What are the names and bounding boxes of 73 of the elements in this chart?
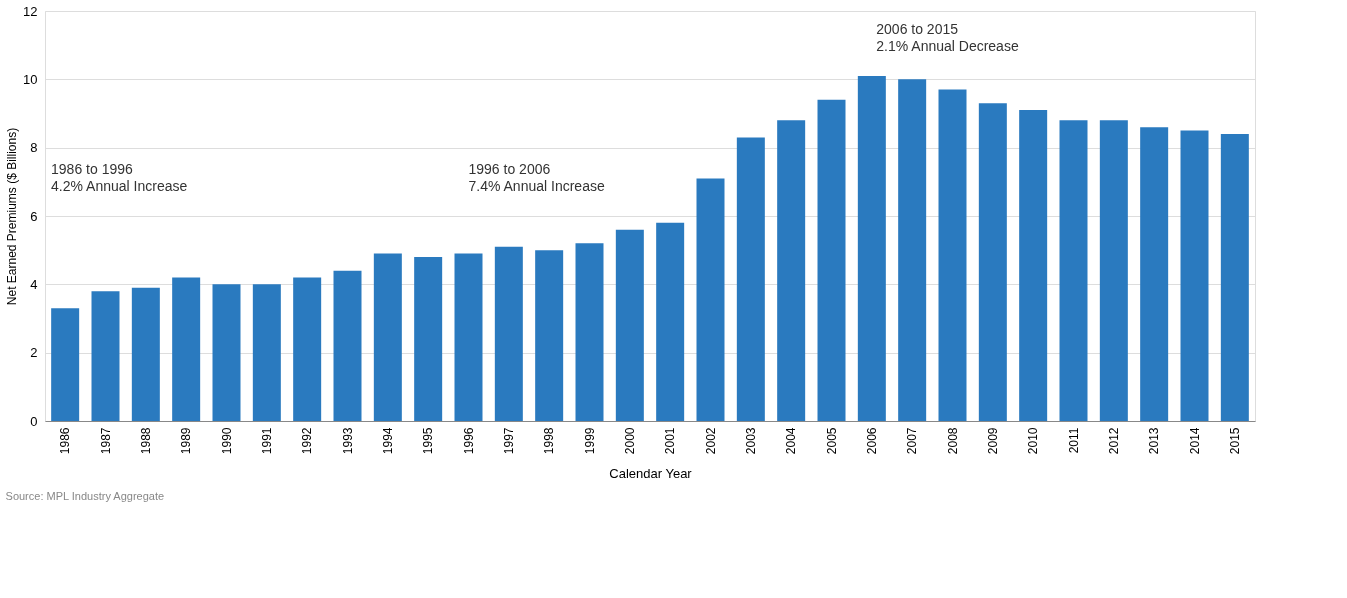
bar — [494, 246, 523, 421]
bar — [898, 79, 927, 421]
x-tick-label: 1994 — [380, 427, 395, 455]
x-tick-label: 1991 — [259, 427, 274, 455]
x-tick-label: 1998 — [542, 427, 557, 455]
bar — [777, 120, 806, 421]
x-tick-label: 1988 — [138, 427, 153, 455]
x-tick-label: 1990 — [219, 427, 234, 455]
bar — [938, 89, 967, 421]
x-tick-label: 1999 — [582, 427, 597, 455]
bar — [51, 308, 80, 421]
bar — [1059, 120, 1088, 421]
annotation: 1996 to 2006 7.4% Annual Increase — [468, 160, 605, 194]
bar — [91, 291, 120, 421]
x-tick-label: 1993 — [340, 427, 355, 455]
y-tick-label: 0 — [30, 413, 38, 429]
x-tick-label: 2003 — [743, 427, 758, 455]
x-tick-label: 2012 — [1106, 427, 1121, 455]
x-tick-label: 1989 — [179, 427, 194, 455]
bar — [736, 137, 765, 421]
bar — [454, 253, 483, 421]
x-tick-label: 1992 — [300, 427, 315, 455]
bar — [656, 222, 685, 421]
y-tick-label: 6 — [30, 208, 38, 224]
bar — [414, 257, 443, 421]
bar — [857, 75, 886, 421]
bar — [615, 229, 644, 421]
y-tick-label: 8 — [30, 140, 38, 156]
x-tick-label: 2001 — [663, 427, 678, 455]
x-tick-label: 2004 — [784, 427, 799, 455]
x-tick-label: 2009 — [985, 427, 1000, 455]
bar — [293, 277, 322, 421]
bar — [978, 103, 1007, 421]
annotation: 1986 to 1996 4.2% Annual Increase — [51, 160, 188, 194]
bar — [696, 178, 725, 421]
bar — [535, 250, 564, 421]
y-tick-label: 12 — [23, 3, 38, 19]
bar — [1140, 127, 1169, 421]
bar — [1220, 134, 1249, 421]
x-tick-label: 2000 — [622, 427, 637, 455]
bar — [333, 270, 362, 421]
y-tick-label: 10 — [23, 71, 38, 87]
bar — [373, 253, 402, 421]
x-tick-label: 1996 — [461, 427, 476, 455]
x-tick-label: 2010 — [1026, 427, 1041, 455]
x-tick-label: 2013 — [1147, 427, 1162, 455]
x-tick-label: 2014 — [1187, 427, 1202, 455]
annotation: 2006 to 2015 2.1% Annual Decrease — [876, 21, 1019, 55]
x-tick-label: 2005 — [824, 427, 839, 455]
bar — [252, 284, 281, 421]
x-tick-label: 1987 — [98, 427, 113, 455]
x-tick-label: 2007 — [905, 427, 920, 455]
bar — [1019, 110, 1048, 421]
x-tick-label: 1995 — [421, 427, 436, 455]
bar — [1099, 120, 1128, 421]
x-tick-label: 1986 — [58, 427, 73, 455]
x-tick-label: 1997 — [501, 427, 516, 455]
x-tick-label: 2006 — [864, 427, 879, 455]
bar — [817, 99, 846, 421]
bar — [212, 284, 241, 421]
x-tick-label: 2011 — [1066, 427, 1081, 454]
bar — [1180, 130, 1209, 421]
y-tick-label: 4 — [30, 276, 38, 292]
x-tick-label: 2002 — [703, 427, 718, 455]
bar — [172, 277, 201, 421]
bar — [575, 243, 604, 421]
source-note: Source: MPL Industry Aggregate — [5, 489, 165, 502]
y-axis-title: Net Earned Premiums ($ Billions) — [5, 127, 20, 306]
bar — [131, 287, 160, 421]
y-tick-label: 2 — [30, 345, 38, 361]
x-axis-title: Calendar Year — [609, 466, 693, 482]
x-tick-label: 2015 — [1227, 427, 1242, 455]
x-tick-label: 2008 — [945, 427, 960, 455]
